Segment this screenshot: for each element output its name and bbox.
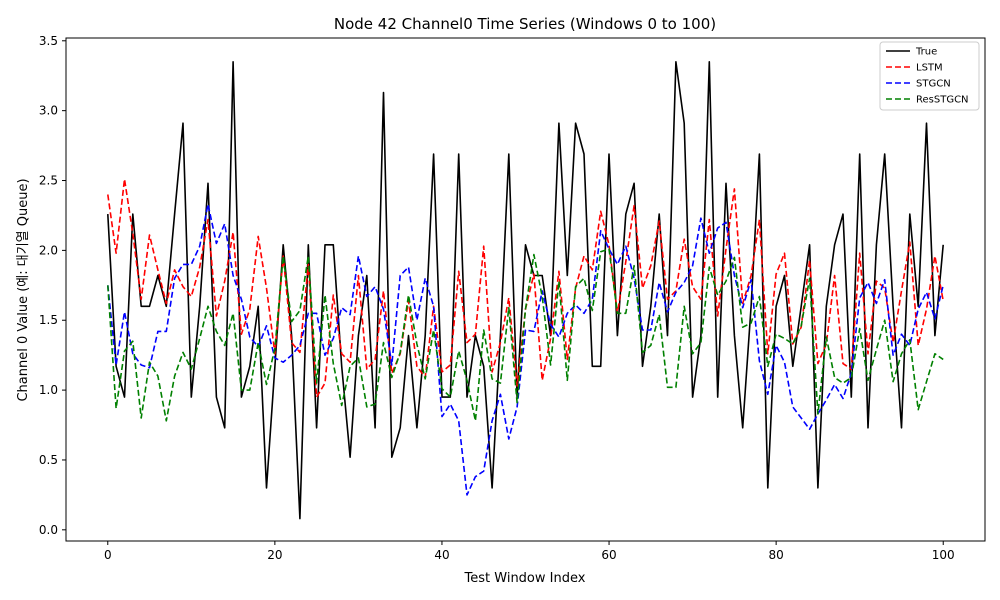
series-line-stgcn <box>107 203 944 496</box>
legend-box <box>879 41 980 111</box>
y-tick-label: 0.0 <box>39 523 58 537</box>
x-tick-label: 20 <box>267 548 282 562</box>
x-tick-label: 80 <box>768 548 783 562</box>
y-tick-label: 1.5 <box>39 313 58 327</box>
series-line-true <box>107 60 944 520</box>
x-tick-label: 0 <box>104 548 112 562</box>
y-tick-label: 3.0 <box>39 104 58 118</box>
y-axis-label: Channel 0 Value (예: 대기열 Queue) <box>16 178 31 401</box>
y-tick-label: 2.5 <box>39 174 58 188</box>
legend-label-true: True <box>915 47 937 58</box>
x-tick-label: 60 <box>601 548 616 562</box>
y-axis-ticks: 0.0 0.5 1.0 1.5 2.0 2.5 3.0 3.5 <box>39 34 66 537</box>
legend: True LSTM STGCN ResSTGCN <box>879 41 980 111</box>
y-tick-label: 1.0 <box>39 383 58 397</box>
x-axis-label: Test Window Index <box>464 571 586 586</box>
legend-label-stgcn: STGCN <box>916 79 951 90</box>
series-line-resstgcn <box>107 248 944 422</box>
y-tick-label: 3.5 <box>39 34 58 48</box>
series-layer <box>107 60 944 520</box>
x-axis-ticks: 0 20 40 60 80 100 <box>104 541 955 562</box>
legend-label-lstm: LSTM <box>916 63 943 74</box>
chart-title: Node 42 Channel0 Time Series (Windows 0 … <box>334 15 716 33</box>
y-tick-label: 2.0 <box>39 243 58 257</box>
y-tick-label: 0.5 <box>39 453 58 467</box>
x-tick-label: 100 <box>932 548 955 562</box>
legend-label-resstgcn: ResSTGCN <box>916 95 969 106</box>
plot-frame <box>65 37 986 542</box>
x-tick-label: 40 <box>434 548 449 562</box>
